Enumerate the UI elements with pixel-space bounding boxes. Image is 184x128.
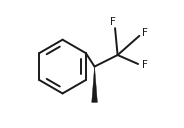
Text: F: F <box>141 60 147 70</box>
Text: F: F <box>109 17 115 27</box>
Polygon shape <box>92 67 97 102</box>
Text: F: F <box>141 28 147 38</box>
